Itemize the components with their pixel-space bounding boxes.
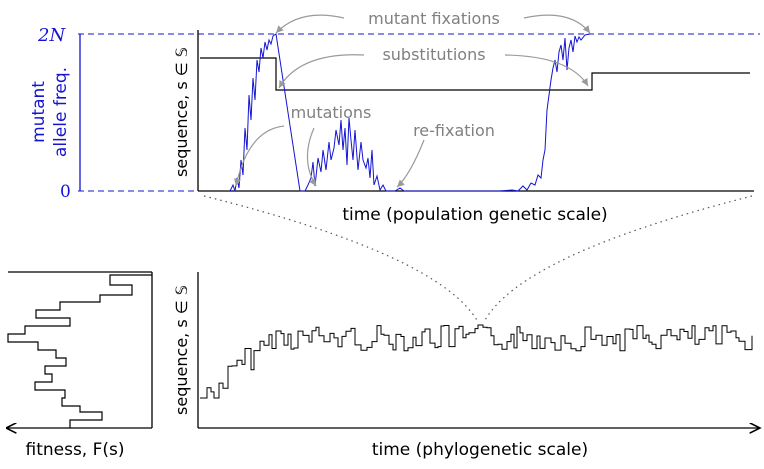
zoom-dotted-right	[483, 195, 753, 323]
phylogenetic-sequence-trace	[200, 324, 753, 399]
top-panel: 2N 0 mutant allele freq. sequence, s ∈ 𝕊…	[29, 9, 760, 225]
allele-frequency-trace	[229, 33, 591, 192]
arrow-fixation-right	[523, 14, 591, 34]
annotation-mutations: mutations	[291, 103, 372, 122]
tick-0: 0	[60, 182, 71, 202]
top-x-axis-label: time (population genetic scale)	[342, 205, 607, 225]
freq-label-line1: mutant	[29, 81, 49, 143]
freq-label-line2: allele freq.	[51, 67, 71, 157]
arrow-fixation-left	[275, 14, 345, 34]
top-y-axis-label: sequence, s ∈ 𝕊	[172, 47, 191, 177]
arrow-re-fixation	[396, 139, 425, 188]
arrow-mutation-second	[306, 127, 317, 187]
fitness-profile-line	[7, 274, 152, 428]
bottom-x-axis-label: time (phylogenetic scale)	[372, 440, 588, 460]
annotation-re-fixation: re-fixation	[413, 121, 495, 140]
bottom-panel: sequence, s ∈ 𝕊 time (phylogenetic scale…	[172, 272, 760, 460]
arrow-mutation-first	[233, 125, 285, 187]
fitness-axis-label: fitness, F(s)	[25, 440, 124, 460]
annotation-mutant-fixations: mutant fixations	[368, 9, 500, 28]
arrow-substitution-left	[278, 54, 365, 89]
annotation-substitutions: substitutions	[382, 45, 485, 64]
tick-2n: 2N	[37, 25, 66, 46]
arrow-substitution-right	[504, 54, 589, 87]
zoom-connector	[203, 195, 753, 323]
bottom-y-axis-label: sequence, s ∈ 𝕊	[172, 285, 191, 415]
fitness-panel: fitness, F(s)	[6, 271, 153, 460]
